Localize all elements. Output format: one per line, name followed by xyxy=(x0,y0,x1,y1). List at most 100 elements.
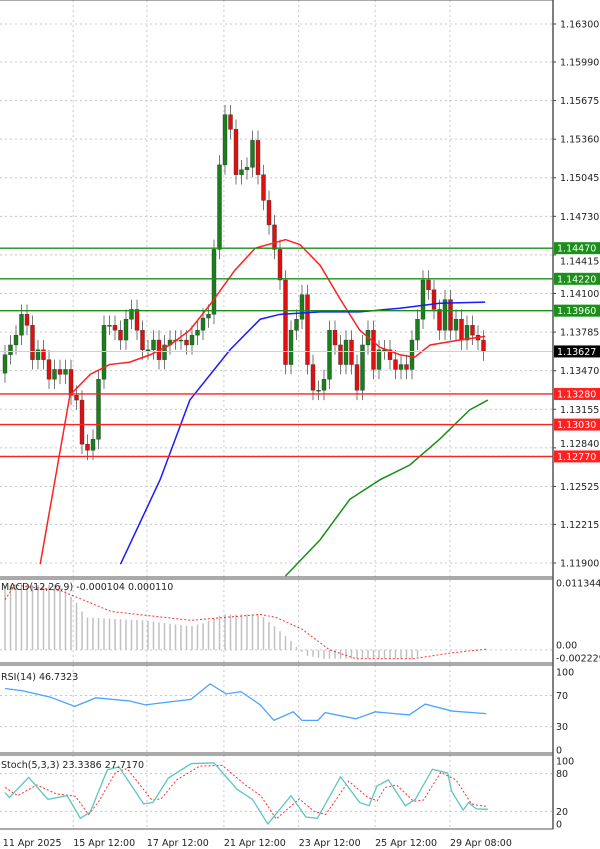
bull-candle xyxy=(35,349,41,360)
stoch-pane[interactable] xyxy=(4,762,488,826)
time-label: 11 Apr 2025 xyxy=(3,838,62,849)
bear-candle xyxy=(305,294,310,365)
bull-candle xyxy=(420,279,426,320)
bull-candle xyxy=(222,114,228,166)
price-tick-label: 1.16300 xyxy=(560,20,599,31)
bear-candle xyxy=(310,364,316,391)
bull-candle xyxy=(107,325,112,327)
bear-candle xyxy=(277,249,283,281)
bull-candle xyxy=(13,334,19,346)
bear-candle xyxy=(272,224,277,250)
time-label: 21 Apr 12:00 xyxy=(224,838,286,849)
ma-mid-line xyxy=(119,301,486,565)
time-label: 17 Apr 12:00 xyxy=(147,838,209,849)
stoch-axis-label: 20 xyxy=(556,807,568,818)
bear-candle xyxy=(338,344,343,365)
bull-candle xyxy=(250,140,255,168)
bear-candle xyxy=(481,339,486,352)
bull-candle xyxy=(151,339,156,351)
bull-candle xyxy=(200,317,206,331)
bear-candle xyxy=(46,359,52,380)
bear-candle xyxy=(470,325,475,336)
time-label: 25 Apr 12:00 xyxy=(375,838,437,849)
bear-candle xyxy=(261,174,266,201)
resistance-level-badge xyxy=(554,272,600,285)
bull-candle xyxy=(8,344,13,355)
bull-candle xyxy=(239,169,244,175)
rsi-axis-label: 70 xyxy=(556,691,568,702)
bear-candle xyxy=(57,369,63,375)
bull-candle xyxy=(294,319,299,331)
support-level-label: 1.12770 xyxy=(557,452,596,463)
bear-candle xyxy=(283,279,288,365)
time-label: 15 Apr 12:00 xyxy=(73,838,135,849)
bull-candle xyxy=(360,344,365,391)
ma-slow-line xyxy=(284,399,489,577)
price-tick-label: 1.14100 xyxy=(560,289,599,300)
bull-candle xyxy=(409,339,415,370)
bull-candle xyxy=(288,330,294,365)
bull-candle xyxy=(217,164,222,250)
resistance-level-label: 1.13960 xyxy=(557,306,596,317)
bull-candle xyxy=(96,379,101,440)
bull-candle xyxy=(464,325,470,341)
bear-candle xyxy=(24,314,30,326)
bear-candle xyxy=(41,349,46,360)
bull-candle xyxy=(316,390,321,392)
bull-candle xyxy=(145,349,151,352)
price-tick-label: 1.13155 xyxy=(560,405,599,416)
price-tick-label: 1.11900 xyxy=(560,559,599,570)
bull-candle xyxy=(162,344,167,360)
price-tick-label: 1.15360 xyxy=(560,135,599,146)
current-price-badge xyxy=(554,345,600,358)
bear-candle xyxy=(30,325,35,360)
bear-candle xyxy=(354,364,360,391)
bull-candle xyxy=(211,249,217,315)
bull-candle xyxy=(2,354,8,374)
macd-pane[interactable] xyxy=(4,584,487,660)
bull-candle xyxy=(123,319,129,341)
support-level-label: 1.13030 xyxy=(557,420,596,431)
macd-axis-label: 0.011344 xyxy=(556,578,600,589)
bear-candle xyxy=(228,114,233,130)
rsi-axis-label: 100 xyxy=(556,668,574,679)
bear-candle xyxy=(112,325,118,331)
macd-title: MACD(12,26,9) -0.000104 0.000110 xyxy=(1,582,173,593)
bear-candle xyxy=(255,140,261,175)
bear-candle xyxy=(134,309,140,331)
price-tick-label: 1.14415 xyxy=(560,257,599,268)
bear-candle xyxy=(448,299,453,331)
bear-candle xyxy=(426,279,431,291)
bull-candle xyxy=(244,167,250,170)
price-tick-label: 1.12840 xyxy=(560,439,599,450)
macd-axis-label: 0.00 xyxy=(556,640,577,651)
macd-signal-line xyxy=(4,584,487,660)
price-pane[interactable] xyxy=(0,104,553,577)
bull-candle xyxy=(52,369,57,380)
time-label: 29 Apr 08:00 xyxy=(450,838,512,849)
stoch-axis-label: 100 xyxy=(556,757,574,768)
bear-candle xyxy=(404,364,409,370)
bear-candle xyxy=(68,369,74,396)
rsi-title: RSI(14) 46.7323 xyxy=(1,672,78,683)
bear-candle xyxy=(459,319,464,341)
bull-candle xyxy=(19,314,24,336)
bear-candle xyxy=(266,200,272,226)
bear-candle xyxy=(184,339,189,346)
bull-candle xyxy=(90,439,96,451)
current-price-label: 1.13627 xyxy=(557,347,596,358)
pane-frames xyxy=(0,0,554,830)
price-tick-label: 1.15045 xyxy=(560,173,599,184)
price-tick-label: 1.13470 xyxy=(560,366,599,377)
resistance-level-label: 1.14220 xyxy=(557,274,596,285)
price-axis[interactable]: 1.16300 1.15990 1.15675 1.15360 1.15045 1.147… xyxy=(553,20,600,831)
bear-candle xyxy=(437,309,442,331)
bear-candle xyxy=(349,339,354,365)
price-tick-label: 1.15675 xyxy=(560,96,599,107)
bull-candle xyxy=(376,349,382,370)
pane-border xyxy=(0,664,554,754)
rsi-pane[interactable] xyxy=(4,683,487,722)
time-axis[interactable]: 11 Apr 2025 15 Apr 12:00 17 Apr 12:00 21 Ap… xyxy=(3,838,512,849)
grid xyxy=(0,0,553,829)
